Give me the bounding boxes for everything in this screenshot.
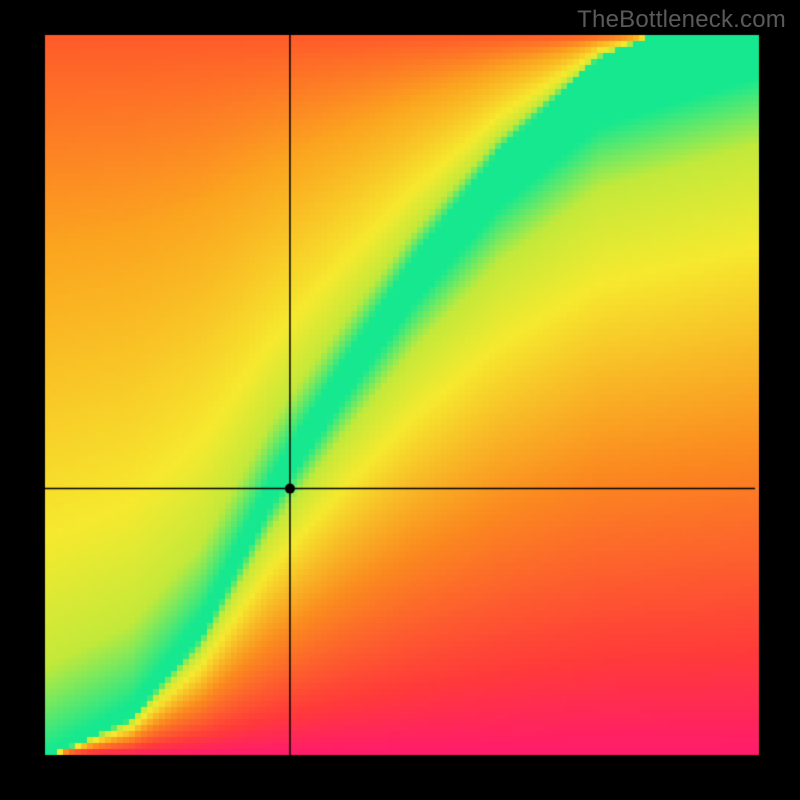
watermark-text: TheBottleneck.com <box>577 6 786 34</box>
bottleneck-heatmap <box>0 0 800 800</box>
